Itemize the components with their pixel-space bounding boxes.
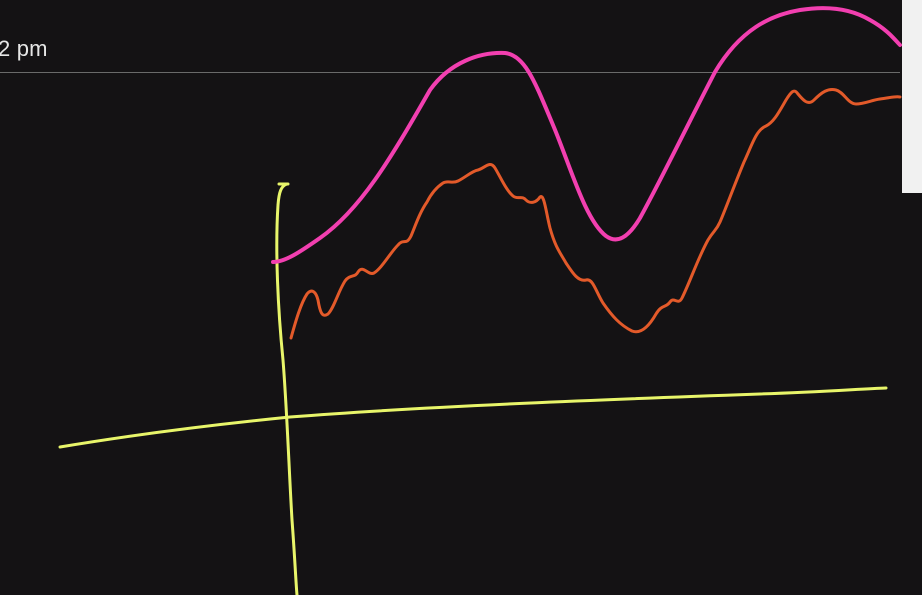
vertical-axis-stroke	[275, 182, 299, 595]
lower-curve	[289, 88, 902, 340]
horizontal-axis-stroke	[58, 386, 888, 449]
time-label: 2 pm	[0, 36, 48, 61]
horizontal-guide-line	[0, 72, 900, 73]
edge-panel	[902, 0, 922, 193]
upper-curve	[271, 6, 902, 264]
